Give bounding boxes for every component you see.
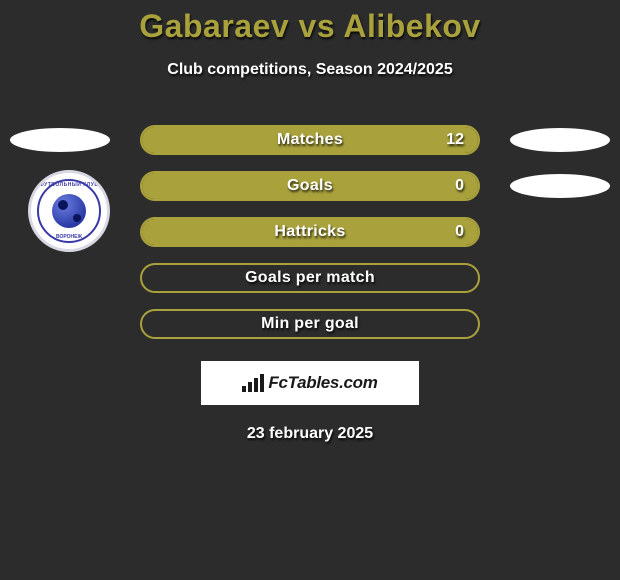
player-ellipse [510, 174, 610, 198]
fctables-watermark: FcTables.com [201, 361, 419, 405]
bar-chart-icon [242, 374, 264, 392]
page-title: Gabaraev vs Alibekov [0, 8, 620, 45]
stat-value-right: 0 [455, 223, 464, 241]
fctables-label: FcTables.com [268, 373, 377, 393]
player-ellipse [10, 128, 110, 152]
stat-label: Min per goal [261, 315, 359, 333]
stat-pill: Hattricks 0 [140, 217, 480, 247]
subtitle: Club competitions, Season 2024/2025 [0, 61, 620, 79]
stat-value-right: 0 [455, 177, 464, 195]
stat-pill: Goals per match [140, 263, 480, 293]
stat-value-right: 12 [446, 131, 464, 149]
stat-label: Hattricks [274, 223, 345, 241]
stat-label: Goals [287, 177, 333, 195]
badge-text-bottom: ВОРОНЕЖ [56, 234, 82, 240]
comparison-infographic: Gabaraev vs Alibekov Club competitions, … [0, 0, 620, 443]
club-badge: ФУТБОЛЬНЫЙ КЛУБ ВОРОНЕЖ [28, 170, 110, 252]
player-ellipse [510, 128, 610, 152]
stat-label: Goals per match [245, 269, 375, 287]
date-line: 23 february 2025 [0, 425, 620, 443]
stat-row: Min per goal [0, 301, 620, 347]
stat-label: Matches [277, 131, 343, 149]
soccer-ball-icon [52, 194, 86, 228]
stat-pill: Goals 0 [140, 171, 480, 201]
badge-inner: ФУТБОЛЬНЫЙ КЛУБ ВОРОНЕЖ [37, 179, 101, 243]
stat-row: Goals per match [0, 255, 620, 301]
badge-text-top: ФУТБОЛЬНЫЙ КЛУБ [40, 182, 99, 188]
stat-pill: Min per goal [140, 309, 480, 339]
stat-pill: Matches 12 [140, 125, 480, 155]
